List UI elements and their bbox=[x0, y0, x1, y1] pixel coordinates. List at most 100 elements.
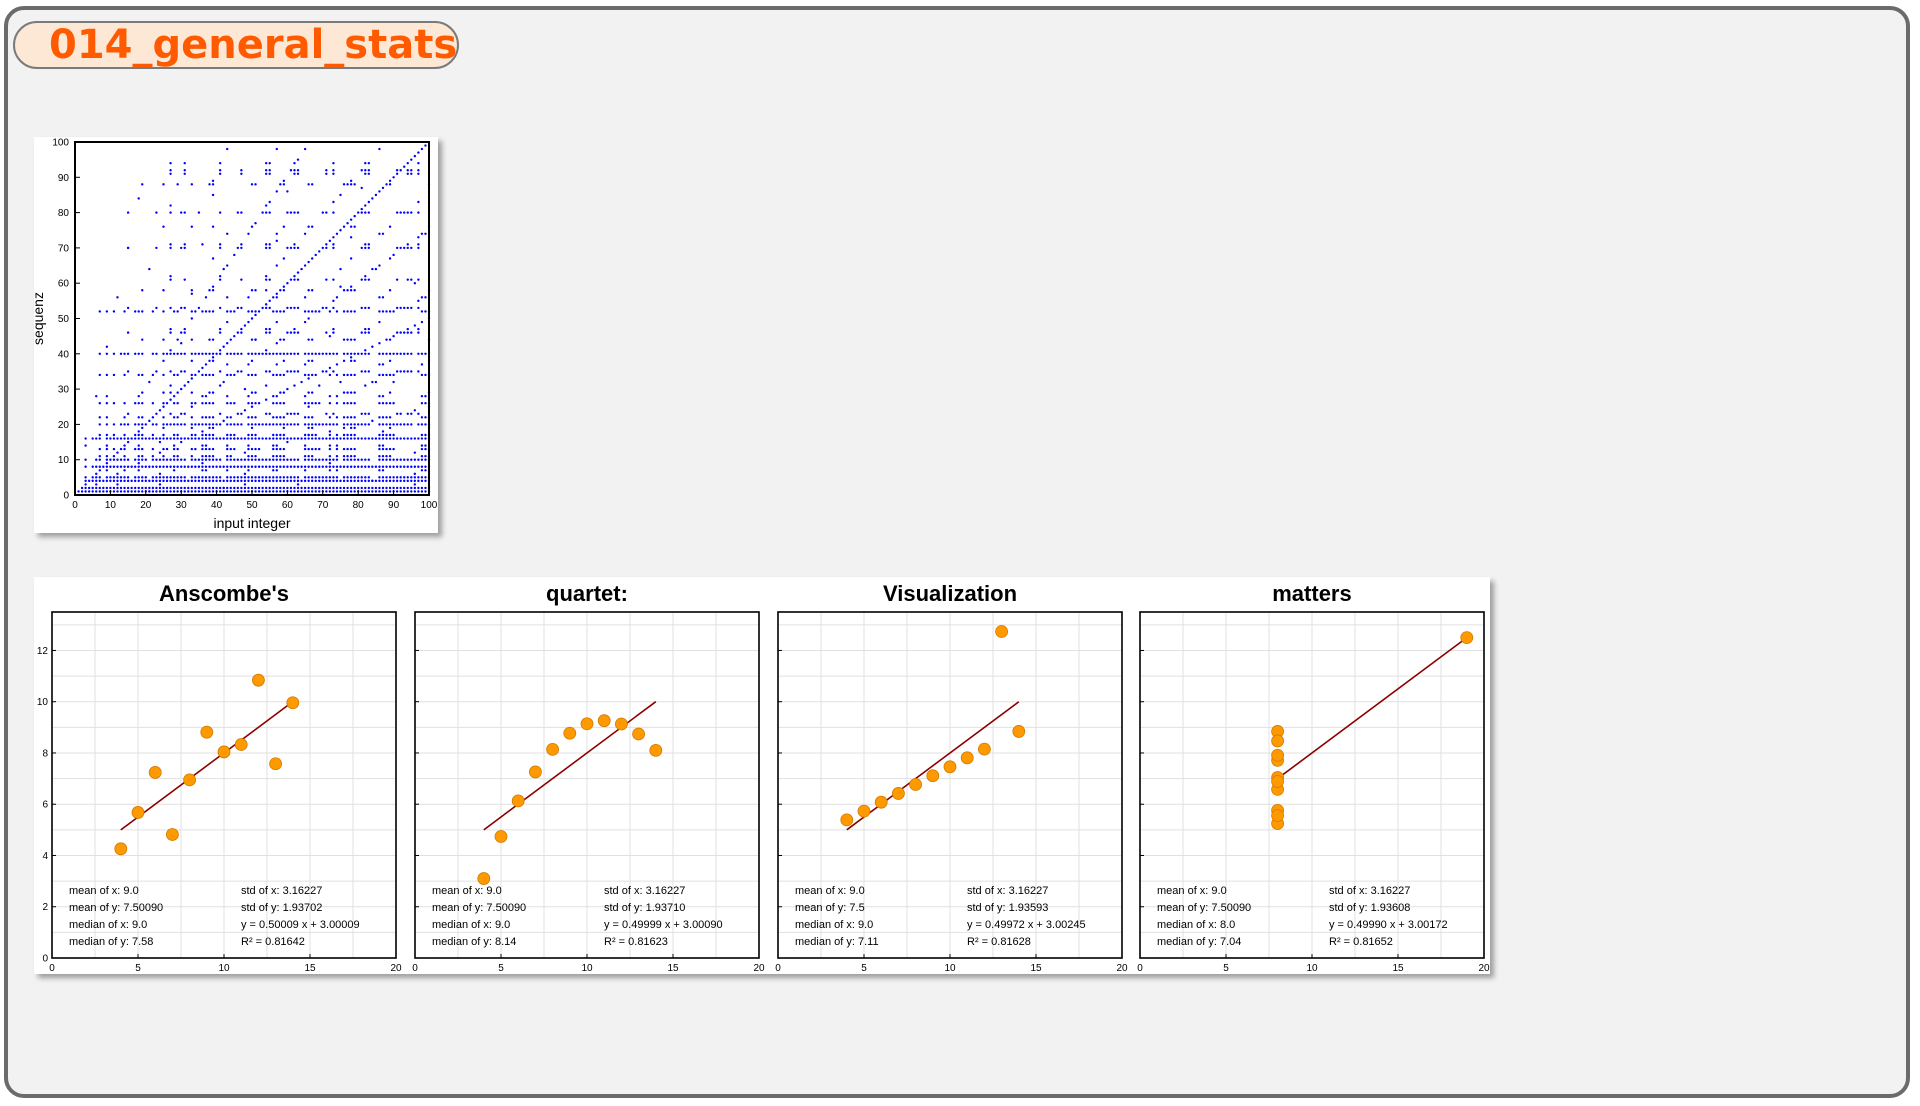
sequence-point bbox=[218, 476, 222, 479]
sequence-point bbox=[119, 437, 123, 440]
sequence-point bbox=[226, 454, 229, 458]
sequence-point bbox=[289, 306, 293, 310]
x-tick-label: 5 bbox=[861, 963, 867, 974]
sequence-point bbox=[151, 373, 155, 377]
sequence-point bbox=[176, 447, 179, 451]
sequence-point bbox=[272, 416, 275, 419]
sequence-point bbox=[406, 172, 409, 175]
sequence-point bbox=[406, 476, 409, 479]
sequence-point bbox=[406, 211, 409, 214]
sequence-point bbox=[211, 359, 215, 363]
sequence-point bbox=[194, 423, 197, 426]
sequence-point bbox=[342, 437, 346, 440]
sequence-point bbox=[257, 423, 261, 426]
sequence-point bbox=[272, 465, 275, 468]
sequence-point bbox=[218, 423, 222, 426]
stat-label: std of y: 1.93702 bbox=[241, 902, 322, 914]
sequence-point bbox=[204, 433, 208, 437]
sequence-point bbox=[385, 423, 388, 426]
sequence-point bbox=[172, 469, 176, 472]
sequence-point bbox=[95, 490, 98, 493]
sequence-point bbox=[264, 486, 268, 490]
sequence-point bbox=[307, 458, 310, 461]
sequence-point bbox=[388, 310, 392, 313]
sequence-point bbox=[349, 183, 353, 186]
sequence-point bbox=[296, 158, 300, 161]
sequence-point bbox=[272, 458, 275, 461]
sequence-point bbox=[303, 447, 307, 451]
sequence-point bbox=[190, 292, 194, 295]
sequence-point bbox=[155, 479, 158, 483]
sequence-point bbox=[332, 172, 335, 175]
sequence-point bbox=[388, 437, 392, 440]
sequence-point bbox=[155, 211, 158, 214]
sequence-point bbox=[371, 419, 374, 423]
sequence-point bbox=[275, 239, 278, 243]
sequence-point bbox=[349, 373, 353, 377]
sequence-point bbox=[335, 454, 339, 458]
sequence-point bbox=[406, 161, 409, 165]
sequence-point bbox=[388, 352, 392, 355]
sequence-point bbox=[279, 416, 282, 419]
sequence-point bbox=[268, 200, 271, 204]
sequence-point bbox=[222, 486, 225, 490]
sequence-point bbox=[325, 423, 328, 426]
sequence-point bbox=[272, 447, 275, 451]
sequence-point bbox=[367, 169, 371, 172]
stat-label: std of y: 1.93710 bbox=[604, 902, 685, 914]
sequence-point bbox=[399, 331, 402, 334]
regression-line bbox=[1277, 636, 1468, 780]
sequence-point bbox=[162, 310, 165, 313]
sequence-point bbox=[420, 402, 424, 405]
sequence-point bbox=[353, 490, 356, 493]
sequence-point bbox=[360, 486, 363, 490]
x-axis-label: input integer bbox=[213, 515, 290, 531]
sequence-point bbox=[226, 486, 229, 490]
sequence-point bbox=[296, 278, 300, 281]
sequence-point bbox=[264, 172, 268, 175]
sequence-point bbox=[381, 430, 385, 433]
sequence-point bbox=[303, 402, 307, 405]
sequence-point bbox=[307, 359, 310, 363]
sequence-point bbox=[403, 486, 406, 490]
sequence-point bbox=[162, 405, 165, 408]
sequence-point bbox=[406, 370, 409, 373]
sequence-point bbox=[282, 423, 286, 426]
sequence-point bbox=[183, 211, 186, 214]
sequence-point bbox=[296, 479, 300, 483]
sequence-point bbox=[218, 352, 222, 355]
sequence-point bbox=[180, 423, 183, 426]
sequence-point bbox=[268, 352, 271, 355]
sequence-point bbox=[293, 370, 296, 373]
sequence-point bbox=[381, 423, 385, 426]
sequence-point bbox=[420, 352, 424, 355]
sequence-point bbox=[215, 465, 218, 468]
sequence-point bbox=[176, 433, 179, 437]
sequence-point bbox=[335, 402, 339, 405]
sequence-point bbox=[388, 402, 392, 405]
sequence-point bbox=[123, 310, 126, 313]
sequence-point bbox=[314, 423, 317, 426]
sequence-point bbox=[378, 437, 381, 440]
sequence-point bbox=[353, 225, 356, 228]
sequence-point bbox=[282, 183, 286, 186]
sequence-point bbox=[233, 373, 236, 377]
sequence-point bbox=[424, 416, 427, 419]
sequence-point bbox=[204, 479, 208, 483]
sequence-point bbox=[236, 476, 240, 479]
sequence-point bbox=[293, 246, 296, 250]
sequence-point bbox=[268, 490, 271, 493]
sequence-point bbox=[105, 444, 109, 447]
stat-label: median of y: 8.14 bbox=[432, 936, 516, 948]
sequence-point bbox=[325, 479, 328, 483]
sequence-point bbox=[148, 479, 151, 483]
sequence-point bbox=[388, 458, 392, 461]
sequence-point bbox=[102, 479, 105, 483]
data-point bbox=[494, 830, 508, 843]
data-point bbox=[511, 794, 525, 808]
sequence-point bbox=[364, 490, 367, 493]
sequence-point bbox=[215, 437, 218, 440]
sequence-point bbox=[296, 412, 300, 416]
sequence-point bbox=[190, 476, 194, 479]
sequence-point bbox=[388, 486, 392, 490]
